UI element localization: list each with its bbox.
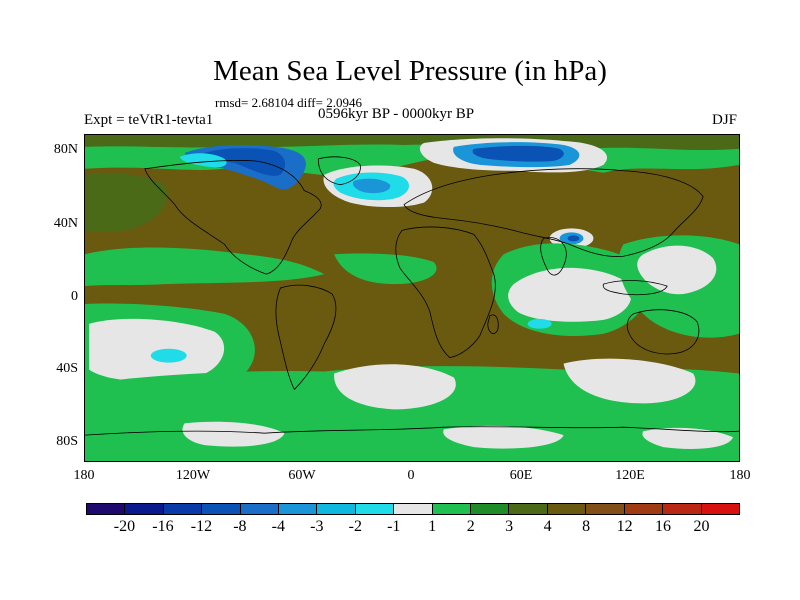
coast-europe-asia	[403, 168, 704, 257]
field-spacific-white	[88, 318, 225, 382]
field-wpacific-white	[637, 245, 717, 295]
colorbar-label: 8	[582, 518, 591, 535]
colorbar-swatch	[125, 504, 164, 514]
coast-india	[540, 237, 567, 276]
colorbar-swatch	[432, 504, 472, 514]
coast-madagascar	[487, 314, 499, 334]
field-pacific-green	[85, 247, 325, 287]
colorbar-swatch	[509, 504, 548, 514]
lon-label: 0	[407, 468, 415, 483]
season-label: DJF	[712, 112, 738, 128]
field-indian-cyan	[527, 318, 552, 329]
colorbar-swatch	[471, 504, 510, 514]
colorbar-label: -2	[348, 518, 362, 535]
field-southern-white-3	[182, 421, 285, 447]
colorbar-swatch	[663, 504, 702, 514]
colorbar-label: -16	[152, 518, 174, 535]
colorbar-label: 20	[693, 518, 710, 535]
colorbar-swatch	[624, 504, 664, 514]
colorbar-swatch	[163, 504, 203, 514]
colorbar-swatch	[317, 504, 356, 514]
lon-label: 180	[729, 468, 751, 483]
colorbar-label: 2	[466, 518, 475, 535]
field-southern-white-5	[642, 427, 734, 449]
colorbar-swatch	[355, 504, 395, 514]
coast-greenland	[317, 156, 361, 186]
colorbar-swatch	[394, 504, 433, 514]
colorbar-label: -4	[271, 518, 285, 535]
coast-antarctica	[85, 426, 739, 436]
coast-indonesia	[602, 280, 668, 296]
field-indian-white	[508, 267, 632, 322]
field-atlantic-blue	[352, 178, 391, 194]
colorbar-label: -12	[190, 518, 213, 535]
lon-label: 60W	[288, 468, 316, 483]
colorbar-swatch	[87, 504, 126, 514]
coastlines	[85, 156, 739, 436]
field-canada-dark	[204, 148, 286, 176]
colorbar-label: -8	[233, 518, 247, 535]
stats-text: rmsd= 2.68104 diff= 2.0946	[215, 95, 362, 110]
colorbar-label: 16	[655, 518, 672, 535]
field-southern-white-4	[443, 425, 564, 449]
lat-label: 80S	[56, 434, 78, 449]
lat-label: 0	[71, 289, 78, 304]
colorbar-swatch	[586, 504, 625, 514]
colorbar-label: 12	[616, 518, 633, 535]
lat-label: 80N	[53, 142, 78, 157]
field-north-pacific-green	[85, 173, 168, 233]
colorbar	[86, 503, 740, 515]
lat-label: 40N	[53, 216, 78, 231]
colorbar-swatch	[202, 504, 241, 514]
colorbar-swatch	[240, 504, 280, 514]
plot-title: Mean Sea Level Pressure (in hPa)	[213, 55, 607, 87]
colorbar-swatch	[701, 504, 739, 514]
colorbar-label: 1	[428, 518, 437, 535]
colorbar-label: 4	[543, 518, 552, 535]
colorbar-swatch	[547, 504, 587, 514]
period-label: 0596kyr BP - 0000kyr BP	[318, 106, 475, 122]
field-southern-white-1	[334, 364, 456, 410]
coast-africa	[395, 226, 496, 359]
coast-australia	[626, 309, 700, 355]
lon-label: 120E	[615, 468, 645, 483]
colorbar-swatch	[279, 504, 318, 514]
lat-label: 40S	[56, 361, 78, 376]
field-tibet-blue	[567, 235, 580, 242]
lon-label: 180	[73, 468, 95, 483]
lon-label: 120W	[175, 468, 211, 483]
pressure-map	[84, 134, 740, 462]
colorbar-label: -20	[113, 518, 136, 535]
colorbar-label: -3	[310, 518, 324, 535]
experiment-label: Expt = teVtR1-tevta1	[84, 112, 214, 128]
coast-south-america	[275, 284, 337, 391]
colorbar-label: -1	[387, 518, 401, 535]
field-spacific-cyan	[150, 348, 187, 363]
coast-north-america	[144, 160, 322, 275]
field-atlantic-green	[334, 253, 437, 285]
lon-label: 60E	[509, 468, 533, 483]
field-southern-white-2	[563, 358, 696, 404]
colorbar-label: 3	[505, 518, 514, 535]
field-canada-cyan	[179, 153, 227, 168]
field-eurasia-blue	[472, 145, 564, 162]
